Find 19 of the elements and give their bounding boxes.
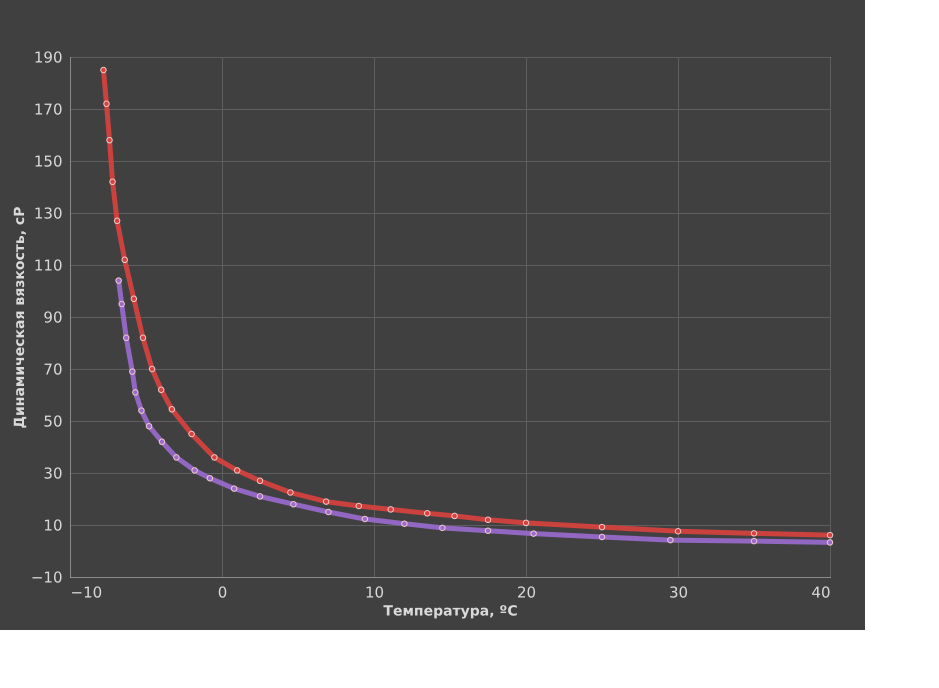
y-tick-label: 130 [34,204,62,222]
y-axis-title: Динамическая вязкость, cP [12,206,28,428]
y-tick-label: 170 [34,100,62,118]
y-tick-label: −10 [30,568,62,586]
y-tick-label: 50 [43,412,62,430]
y-tick-label: 110 [34,256,62,274]
y-tick-label: 90 [43,308,62,326]
y-tick-label: 150 [34,152,62,170]
x-tick-label: 30 [668,584,688,602]
y-tick-label: 30 [43,464,62,482]
x-tick-label: −10 [70,584,102,602]
x-axis-title: Температура, ºC [383,604,518,620]
y-tick-label: 70 [43,360,62,378]
x-tick-label: 0 [218,584,228,602]
y-tick-label: 10 [43,516,62,534]
x-tick-label: 10 [364,584,384,602]
y-tick-label: 190 [34,48,62,66]
x-tick-label: 20 [516,584,536,602]
x-tick-label: 40 [811,584,830,602]
